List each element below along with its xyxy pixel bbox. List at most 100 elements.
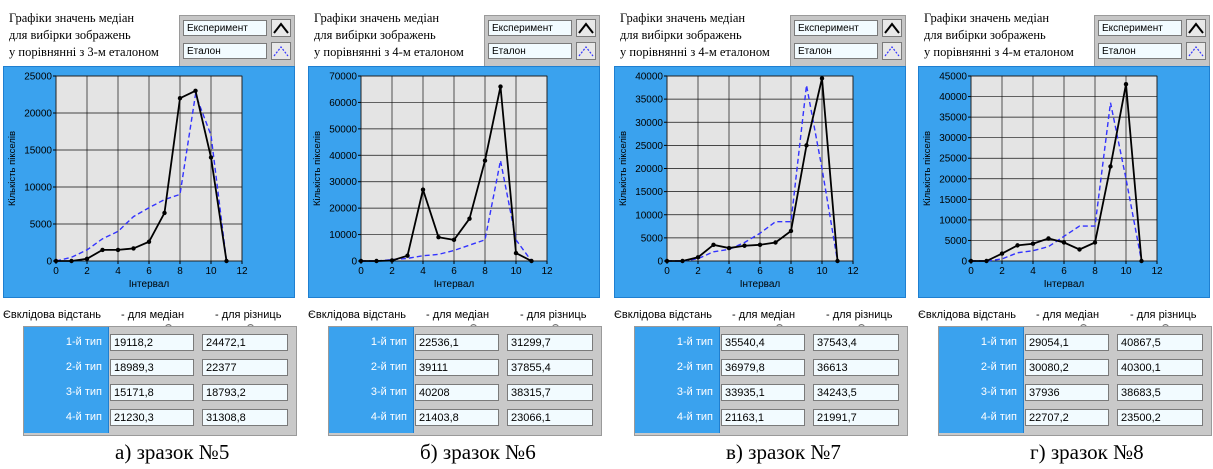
median-distance-field[interactable]: 21230,3	[110, 409, 194, 426]
x-tick-label: 0	[664, 266, 670, 277]
type-label-block	[939, 327, 1024, 433]
graph-panel: 0 5000 10000 15000 20000 25000 30000 35000 40000…	[614, 66, 906, 298]
legend-item-experiment: Експеримент	[183, 19, 291, 39]
medians-header: - для медіан	[426, 309, 490, 321]
median-distance-field[interactable]: 19118,2	[110, 334, 194, 351]
y-tick-label: 20000	[329, 204, 357, 215]
x-tick-label: 2	[389, 266, 395, 277]
data-point-experiment	[695, 255, 701, 260]
chart-title-line: Графіки значень медіан	[924, 11, 1050, 25]
series-line-etalon	[667, 85, 839, 262]
y-tick-label: 20000	[635, 164, 663, 175]
difference-distance-field[interactable]: 40867,5	[1117, 334, 1203, 351]
type-label-block	[635, 327, 720, 433]
line-style-icon[interactable]	[271, 42, 291, 60]
type-label-block	[329, 327, 414, 433]
chart-title-line: Графіки значень медіан	[314, 11, 440, 25]
type-label: 2-й тип	[676, 361, 713, 373]
chart-title-line: у порівнянні з 4-м еталоном	[620, 45, 770, 59]
type-label-block	[24, 327, 109, 433]
difference-distance-field[interactable]: 18793,2	[202, 384, 288, 401]
legend-item-experiment: Експеримент	[488, 19, 596, 39]
distance-row: 1-й тип 22536,1 31299,7	[329, 333, 601, 355]
sample-caption: б) зразок №6	[420, 440, 536, 464]
sample-caption: а) зразок №5	[115, 440, 230, 464]
median-distance-field[interactable]: 33935,1	[721, 384, 805, 401]
data-point-experiment	[405, 253, 410, 258]
line-style-icon[interactable]	[882, 42, 902, 60]
median-distance-field[interactable]: 21163,1	[721, 409, 805, 426]
y-tick-label: 70000	[329, 72, 357, 83]
difference-distance-field[interactable]: 38315,7	[507, 384, 593, 401]
x-tick-label: 10	[510, 266, 522, 277]
data-point-experiment	[1123, 82, 1129, 87]
difference-distance-field[interactable]: 40300,1	[1117, 359, 1203, 376]
y-tick-label: 25000	[24, 72, 52, 83]
x-tick-label: 6	[1061, 266, 1067, 277]
line-style-icon[interactable]	[882, 19, 902, 37]
difference-distance-field[interactable]: 22377	[202, 359, 288, 376]
chart-title-line: у порівнянні з 3-м еталоном	[9, 45, 159, 59]
type-label: 3-й тип	[65, 386, 102, 398]
x-tick-label: 2	[999, 266, 1005, 277]
panel-sample-6: Графіки значень медіан для вибірки зображ…	[308, 0, 608, 469]
data-point-experiment	[984, 258, 989, 264]
median-distance-field[interactable]: 18989,3	[110, 359, 194, 376]
distance-header-label: Євклідова відстань	[614, 309, 713, 321]
line-chart: 0 5000 10000 15000 20000 25000 0 2 4 6 8 10 12 Інтерв…	[7, 72, 248, 291]
x-tick-label: 10	[1120, 266, 1132, 277]
median-distance-field[interactable]: 15171,8	[110, 384, 194, 401]
y-tick-label: 40000	[939, 92, 967, 103]
type-label: 2-й тип	[980, 361, 1017, 373]
distance-header: Євклідова відстань - для медіан - для різн…	[614, 309, 914, 323]
type-label: 1-й тип	[676, 336, 713, 348]
difference-distance-field[interactable]: 38683,5	[1117, 384, 1203, 401]
difference-distance-field[interactable]: 36613	[813, 359, 899, 376]
distance-row: 4-й тип 21403,8 23066,1	[329, 408, 601, 430]
median-distance-field[interactable]: 30080,2	[1025, 359, 1109, 376]
difference-distance-field[interactable]: 37543,4	[813, 334, 899, 351]
type-label: 4-й тип	[370, 411, 407, 423]
difference-distance-field[interactable]: 23500,2	[1117, 409, 1203, 426]
median-distance-field[interactable]: 22536,1	[415, 334, 499, 351]
median-distance-field[interactable]: 39111	[415, 359, 499, 376]
data-point-experiment	[53, 258, 59, 264]
legend-label-etalon: Еталон	[488, 43, 572, 59]
legend: Експеримент Еталон	[179, 15, 295, 67]
median-distance-field[interactable]: 21403,8	[415, 409, 499, 426]
difference-distance-field[interactable]: 31308,8	[202, 409, 288, 426]
data-point-experiment	[224, 258, 229, 264]
difference-distance-field[interactable]: 23066,1	[507, 409, 593, 426]
difference-distance-field[interactable]: 37855,4	[507, 359, 593, 376]
difference-distance-field[interactable]: 21991,7	[813, 409, 899, 426]
line-style-icon[interactable]	[271, 19, 291, 37]
chart-title-line: у порівнянні з 4-м еталоном	[924, 45, 1074, 59]
median-distance-field[interactable]: 29054,1	[1025, 334, 1109, 351]
median-distance-field[interactable]: 36979,8	[721, 359, 805, 376]
median-distance-field[interactable]: 35540,4	[721, 334, 805, 351]
x-tick-label: 8	[1092, 266, 1098, 277]
difference-distance-field[interactable]: 34243,5	[813, 384, 899, 401]
data-point-experiment	[374, 258, 379, 264]
median-distance-field[interactable]: 37936	[1025, 384, 1109, 401]
data-point-experiment	[420, 187, 426, 192]
line-style-icon[interactable]	[1186, 42, 1206, 60]
difference-distance-field[interactable]: 31299,7	[507, 334, 593, 351]
median-distance-field[interactable]: 40208	[415, 384, 499, 401]
difference-distance-field[interactable]: 24472,1	[202, 334, 288, 351]
medians-header: - для медіан	[1036, 309, 1100, 321]
line-style-icon[interactable]	[576, 42, 596, 60]
chart-title-line: для вибірки зображень	[620, 28, 742, 42]
data-point-experiment	[804, 143, 809, 148]
x-tick-label: 8	[482, 266, 488, 277]
type-label: 3-й тип	[370, 386, 407, 398]
line-style-icon[interactable]	[1186, 19, 1206, 37]
type-label: 2-й тип	[370, 361, 407, 373]
type-label: 4-й тип	[65, 411, 102, 423]
y-tick-label: 0	[46, 257, 52, 268]
series-line-experiment	[971, 84, 1143, 262]
line-style-icon[interactable]	[576, 19, 596, 37]
x-tick-label: 12	[847, 266, 859, 277]
x-tick-label: 0	[358, 266, 364, 277]
median-distance-field[interactable]: 22707,2	[1025, 409, 1109, 426]
